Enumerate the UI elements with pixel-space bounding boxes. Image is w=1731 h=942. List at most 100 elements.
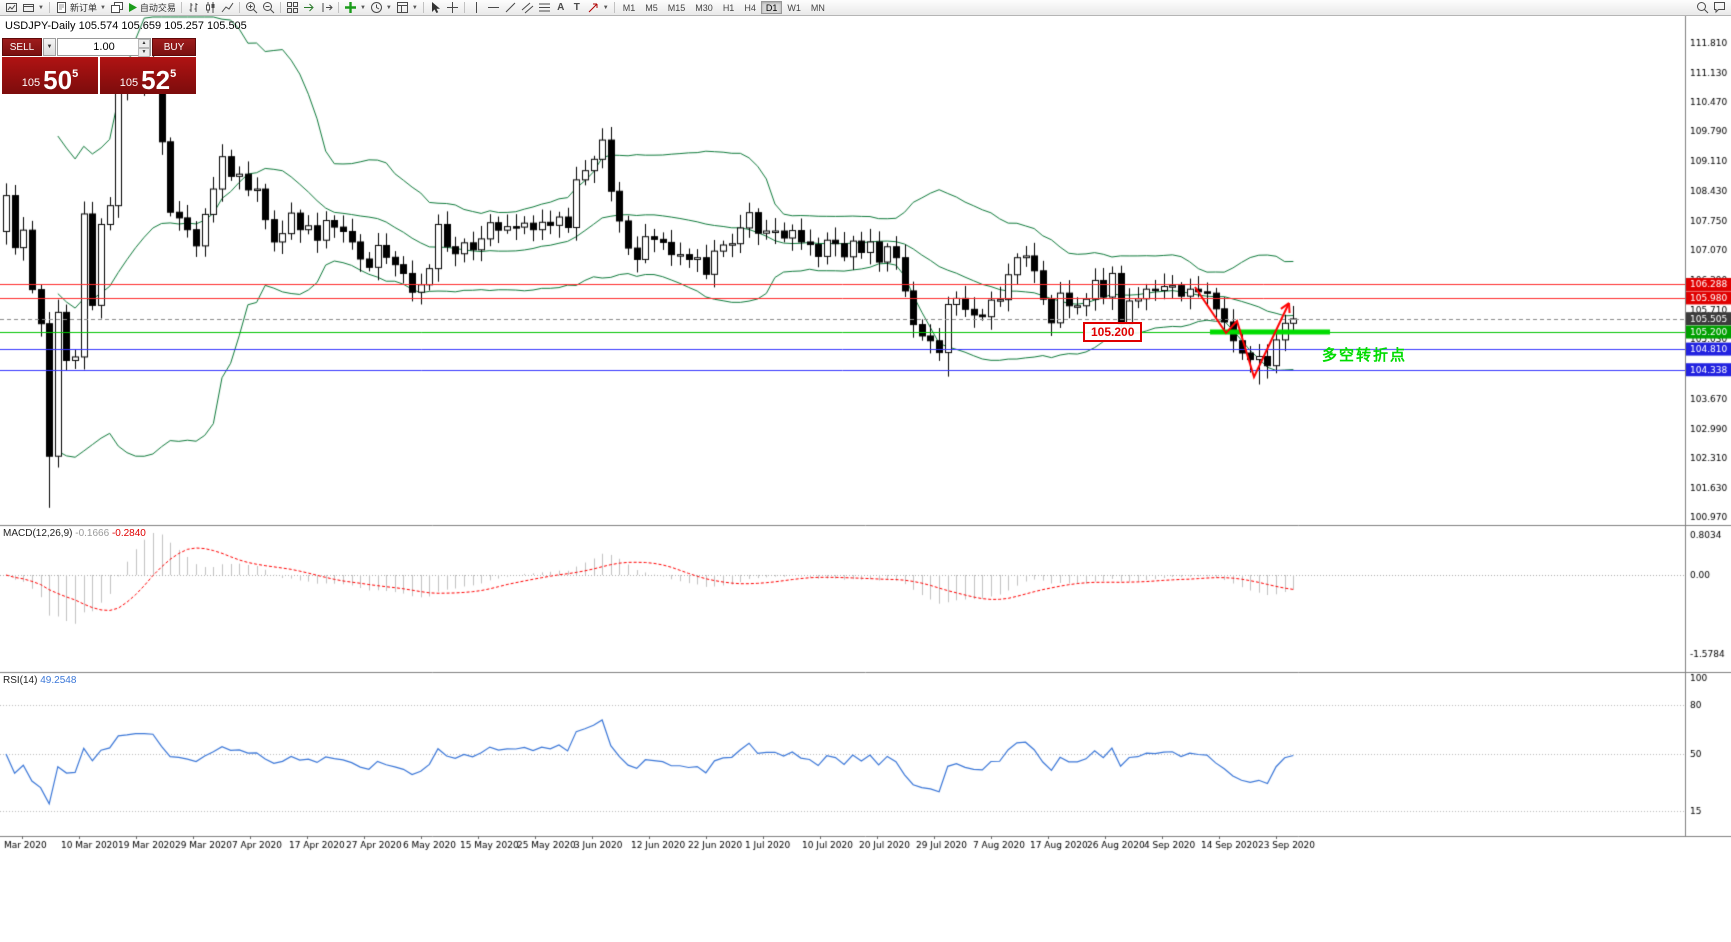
indicators-button[interactable]: ▼: [342, 1, 368, 15]
toolbar-separator: [422, 2, 424, 13]
tile-windows-button[interactable]: [284, 1, 301, 15]
crosshair-tool-button[interactable]: [444, 1, 461, 15]
chart-windows-icon: [110, 2, 123, 13]
indicators-plus-icon: [344, 2, 356, 13]
zoom-out-icon: [262, 2, 275, 14]
label-tool-button[interactable]: T: [569, 1, 585, 15]
bid-price-big-digits: 50: [43, 65, 73, 95]
sell-button[interactable]: SELL: [2, 38, 42, 56]
chart-title: USDJPY-Daily 105.574 105.659 105.257 105…: [5, 20, 247, 32]
ask-price-pip-digit: 5: [170, 68, 177, 80]
new-order-label: 新订单: [69, 3, 97, 13]
lot-size-input[interactable]: [57, 38, 151, 56]
lot-decrease-button[interactable]: ▼: [138, 48, 150, 57]
autotrading-button[interactable]: 自动交易: [125, 1, 178, 15]
timeframe-m1-button[interactable]: M1: [622, 2, 636, 13]
trendline-icon: [505, 2, 516, 13]
ask-price-box[interactable]: 105 52 5: [100, 57, 196, 94]
order-type-dropdown[interactable]: ▼: [43, 38, 56, 56]
rsi-name: RSI(14): [3, 675, 38, 686]
chevron-down-icon: ▼: [99, 4, 106, 11]
line-chart-icon: [221, 2, 234, 13]
lot-stepper: ▲ ▼: [138, 39, 150, 57]
toolbar-separator: [180, 2, 182, 13]
horizontal-line-tool-button[interactable]: [485, 1, 502, 15]
new-chart-button[interactable]: [3, 1, 20, 15]
lot-increase-button[interactable]: ▲: [138, 39, 150, 48]
text-tool-icon: A: [557, 1, 565, 13]
timeframe-m15-button[interactable]: M15: [667, 2, 686, 13]
arrow-tool-icon: [588, 3, 598, 13]
label-tool-icon: T: [573, 1, 580, 13]
crosshair-icon: [446, 2, 458, 13]
zoom-out-button[interactable]: [260, 1, 277, 15]
turning-point-label[interactable]: 多空转折点: [1322, 347, 1408, 364]
chart-shift-button[interactable]: [318, 1, 335, 15]
timeframe-h1-button[interactable]: H1: [722, 2, 735, 13]
macd-main-value: -0.1666: [75, 528, 110, 539]
chart-symbol-period: USDJPY-Daily: [5, 20, 76, 32]
trendline-tool-button[interactable]: [502, 1, 519, 15]
periods-button[interactable]: ▼: [368, 1, 394, 15]
auto-scroll-button[interactable]: [301, 1, 318, 15]
chart-windows-button[interactable]: [108, 1, 125, 15]
toolbar-separator: [279, 2, 281, 13]
chevron-down-icon: ▼: [359, 4, 366, 11]
profiles-icon: [23, 4, 34, 12]
timeframe-m5-button[interactable]: M5: [645, 2, 658, 13]
chart-ohlc-values: 105.574 105.659 105.257 105.505: [78, 20, 247, 32]
price-level-annotation[interactable]: 105.200: [1083, 322, 1143, 342]
chart-window: USDJPY-Daily 105.574 105.659 105.257 105…: [0, 16, 1731, 942]
chat-icon: [1714, 2, 1725, 14]
clock-icon: [370, 2, 382, 13]
toolbar-separator: [337, 2, 339, 13]
bar-chart-icon: [189, 3, 198, 12]
timeframe-m30-button[interactable]: M30: [695, 2, 713, 13]
timeframe-w1-button[interactable]: W1: [787, 2, 801, 13]
bid-price-prefix: 105: [21, 77, 41, 89]
arrows-tool-button[interactable]: ▼: [585, 1, 611, 15]
rsi-value: 49.2548: [40, 675, 77, 686]
cursor-tool-button[interactable]: [427, 1, 444, 15]
main-toolbar: ▼ 新订单 ▼ 自动交易 ▼ ▼ ▼ A T ▼ M1 M5 M15 M30 H1…: [0, 0, 1731, 16]
bar-chart-button[interactable]: [185, 1, 202, 15]
timeframe-h4-button[interactable]: H4: [744, 2, 756, 13]
chevron-down-icon: ▼: [411, 4, 418, 11]
zoom-in-icon: [245, 2, 258, 14]
candlestick-chart-icon: [205, 2, 215, 13]
auto-scroll-icon: [303, 3, 314, 12]
line-chart-button[interactable]: [219, 1, 236, 15]
vertical-line-tool-button[interactable]: [468, 1, 485, 15]
templates-icon: [396, 2, 408, 13]
tile-windows-icon: [286, 2, 298, 13]
autotrading-play-icon: [128, 3, 137, 12]
buy-button[interactable]: BUY: [152, 38, 196, 56]
toolbar-separator: [463, 2, 465, 13]
new-order-button[interactable]: 新订单 ▼: [53, 1, 108, 15]
timeframe-mn-button[interactable]: MN: [810, 2, 825, 13]
templates-button[interactable]: ▼: [394, 1, 420, 15]
profiles-button[interactable]: ▼: [20, 1, 46, 15]
fibonacci-tool-button[interactable]: [536, 1, 553, 15]
text-tool-button[interactable]: A: [553, 1, 569, 15]
horizontal-line-icon: [487, 7, 499, 8]
price-chart-canvas[interactable]: [0, 16, 1731, 942]
chevron-down-icon: ▼: [602, 4, 609, 11]
channel-tool-button[interactable]: [519, 1, 536, 15]
one-click-trading-panel: SELL ▼ ▲ ▼ BUY 105 50 5 105 52 5: [2, 38, 196, 94]
toolbar-separator: [613, 2, 615, 13]
cursor-icon: [431, 2, 440, 13]
chat-button[interactable]: [1711, 1, 1728, 15]
rsi-indicator-label: RSI(14) 49.2548: [3, 675, 76, 686]
bid-price-box[interactable]: 105 50 5: [2, 57, 98, 94]
zoom-in-button[interactable]: [243, 1, 260, 15]
search-button[interactable]: [1694, 1, 1711, 15]
timeframe-d1-button[interactable]: D1: [760, 1, 783, 14]
search-icon: [1697, 2, 1709, 14]
vertical-line-icon: [475, 2, 477, 13]
candlestick-chart-button[interactable]: [202, 1, 219, 15]
autotrading-label: 自动交易: [139, 3, 176, 13]
ask-price-prefix: 105: [119, 77, 139, 89]
channel-icon: [521, 2, 534, 14]
macd-indicator-label: MACD(12,26,9) -0.1666 -0.2840: [3, 528, 146, 539]
